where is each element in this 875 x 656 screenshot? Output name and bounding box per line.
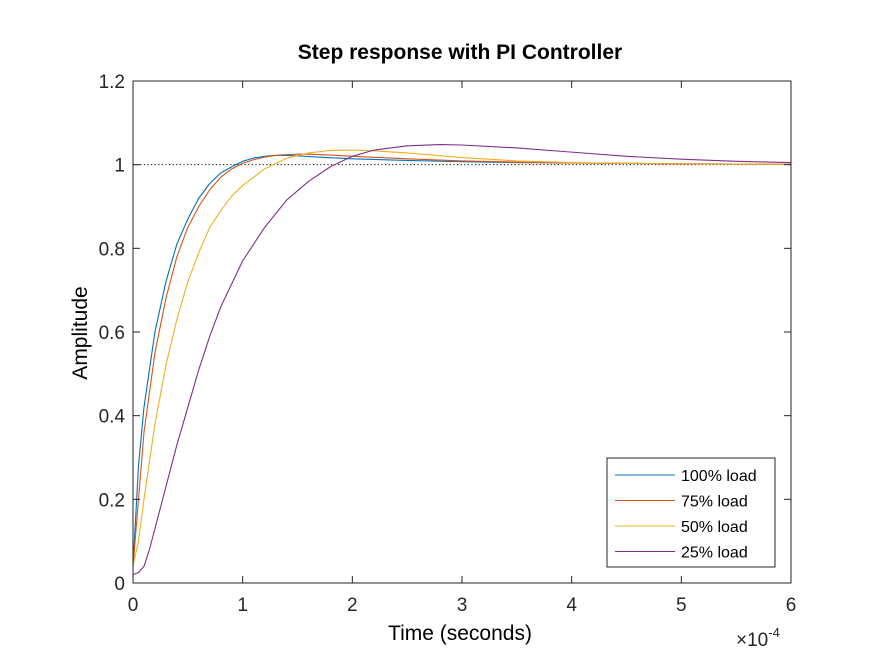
x-tick-label: 0 — [128, 595, 139, 616]
y-tick-label: 1 — [114, 156, 125, 177]
y-tick-label: 0.6 — [99, 323, 125, 344]
legend-box — [606, 457, 776, 568]
x-axis-label: Time (seconds) — [388, 622, 532, 645]
series-line-1 — [132, 154, 792, 567]
series-line-2 — [132, 153, 792, 567]
legend-entry-2: 75% load — [681, 494, 748, 511]
x-tick-label: 2 — [347, 595, 358, 616]
x-tick-label: 1 — [237, 595, 248, 616]
legend-entry-3: 50% load — [681, 519, 748, 536]
series-line-4 — [132, 144, 792, 576]
legend: 100% load 75% load 50% load 25% load — [606, 457, 776, 568]
y-tick-label: 1.2 — [99, 72, 125, 93]
y-tick-label: 0.2 — [99, 490, 125, 511]
x-tick-label: 3 — [457, 595, 468, 616]
x-axis-multiplier: ×10-4 — [736, 625, 780, 651]
x-tick-label: 4 — [566, 595, 577, 616]
y-axis-label: Amplitude — [69, 286, 92, 379]
x-tick-label: 6 — [786, 595, 797, 616]
plot-layer — [132, 144, 792, 576]
y-tick-label: 0 — [114, 574, 125, 595]
multiplier-base: 10 — [747, 630, 768, 651]
series-line-3 — [132, 149, 792, 567]
multiplier-exponent: -4 — [768, 625, 780, 640]
legend-entry-4: 25% load — [681, 545, 748, 562]
legend-entry-1: 100% load — [681, 468, 757, 485]
chart-title: Step response with PI Controller — [298, 41, 622, 64]
y-tick-label: 0.8 — [99, 239, 125, 260]
axes: 0 1 2 3 4 5 6 0 0.2 0.4 0.6 0.8 1 1.2 — [99, 72, 797, 616]
multiplier-times: × — [736, 630, 747, 651]
y-tick-label: 0.4 — [99, 407, 126, 428]
x-tick-label: 5 — [676, 595, 687, 616]
